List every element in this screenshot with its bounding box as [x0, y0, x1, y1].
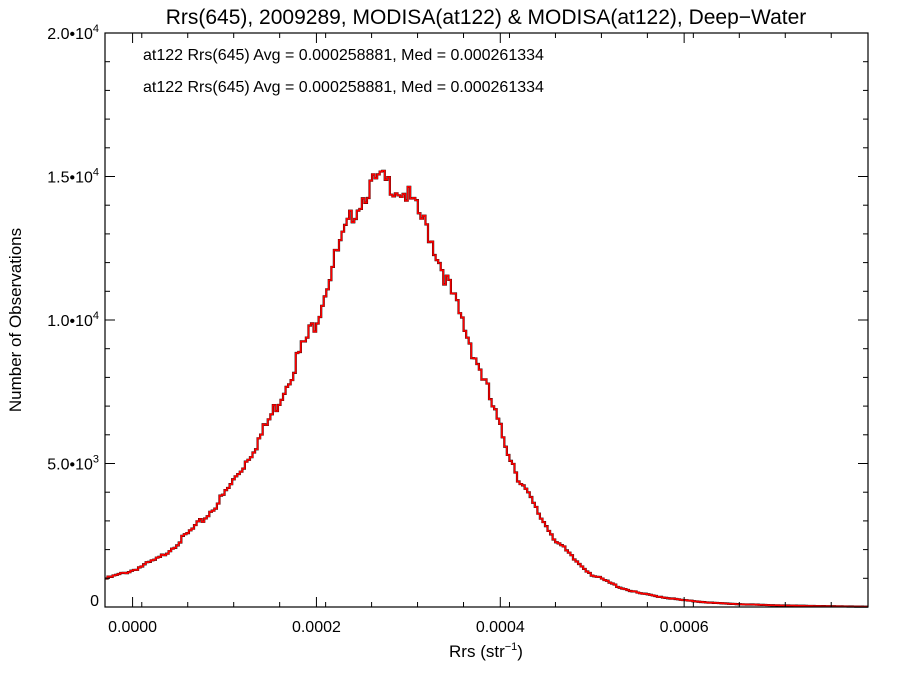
- y-tick-mantissa: 2.0•10: [47, 26, 93, 43]
- annotation-red: at122 Rrs(645) Avg = 0.000258881, Med = …: [143, 79, 544, 96]
- x-axis: 0.0000 0.0002 0.0004 0.0006: [108, 33, 832, 636]
- x-tick-label: 0.0000: [108, 619, 157, 636]
- y-tick-label: 2.0•104: [47, 23, 99, 43]
- annotation-black: at122 Rrs(645) Avg = 0.000258881, Med = …: [143, 47, 544, 64]
- y-tick-exponent: 3: [93, 454, 99, 466]
- x-tick-label: 0.0006: [660, 619, 709, 636]
- y-tick-mantissa: 0: [90, 593, 99, 610]
- y-tick-mantissa: 5.0•10: [47, 457, 93, 474]
- x-tick-label: 0.0002: [292, 619, 341, 636]
- chart-title: Rrs(645), 2009289, MODISA(at122) & MODIS…: [166, 6, 807, 29]
- y-tick-label: 5.0•103: [47, 454, 99, 474]
- y-tick-mantissa: 1.5•10: [47, 170, 93, 187]
- series-line-red: [105, 170, 868, 608]
- x-axis-title-suffix: ): [517, 642, 523, 661]
- y-tick-exponent: 4: [93, 167, 99, 179]
- x-axis-title-text: Rrs (str: [449, 642, 505, 661]
- histogram-series: [105, 169, 868, 608]
- y-tick-exponent: 4: [93, 310, 99, 322]
- x-axis-title-sup: −1: [505, 641, 518, 653]
- y-tick-exponent: 4: [93, 23, 99, 35]
- plot-frame: [104, 32, 869, 608]
- x-tick-label: 0.0004: [476, 619, 525, 636]
- y-tick-label: 1.5•104: [47, 167, 99, 187]
- series-line-black: [105, 169, 868, 608]
- y-tick-label: 1.0•104: [47, 310, 99, 330]
- x-axis-title: Rrs (str−1): [449, 641, 523, 661]
- y-tick-mantissa: 1.0•10: [47, 313, 93, 330]
- y-tick-label: 0: [90, 593, 99, 610]
- y-axis-title: Number of Observations: [6, 228, 25, 412]
